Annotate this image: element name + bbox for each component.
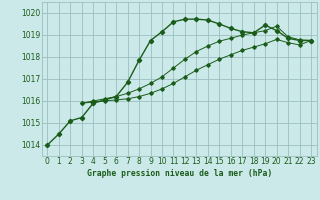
X-axis label: Graphe pression niveau de la mer (hPa): Graphe pression niveau de la mer (hPa) xyxy=(87,169,272,178)
